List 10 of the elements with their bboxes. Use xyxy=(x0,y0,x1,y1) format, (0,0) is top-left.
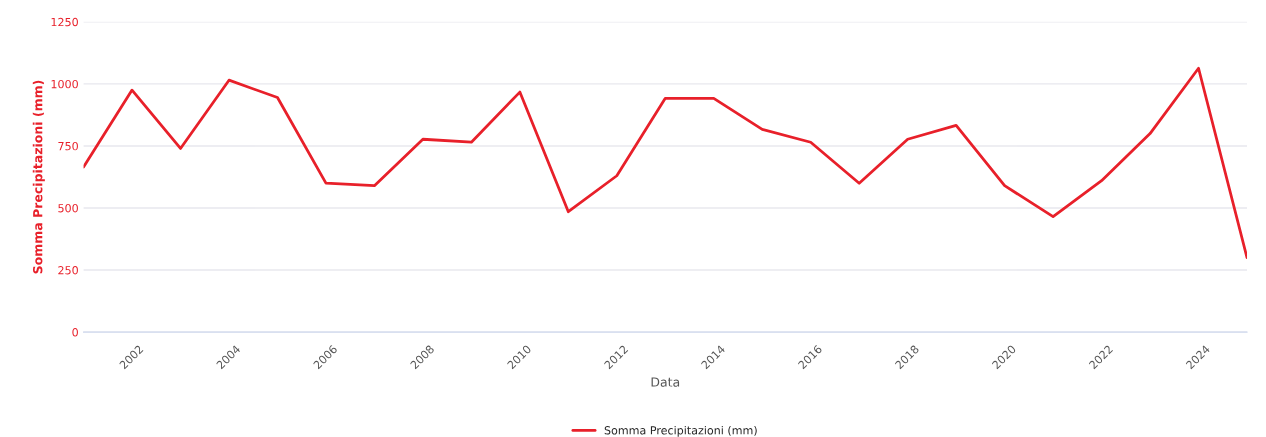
y-axis-title: Somma Precipitazioni (mm) xyxy=(32,80,45,274)
y-tick-label: 1250 xyxy=(51,17,78,27)
x-axis-title: Data xyxy=(651,377,680,387)
y-tick-label: 250 xyxy=(58,266,78,275)
line-series xyxy=(83,66,1248,260)
legend-label: Somma Precipitazioni (mm) xyxy=(604,425,757,437)
y-tick-label: 500 xyxy=(58,203,78,213)
y-tick-label: 0 xyxy=(72,328,78,337)
y-tick-label: 750 xyxy=(58,141,78,151)
y-tick-label: 1000 xyxy=(51,79,78,89)
